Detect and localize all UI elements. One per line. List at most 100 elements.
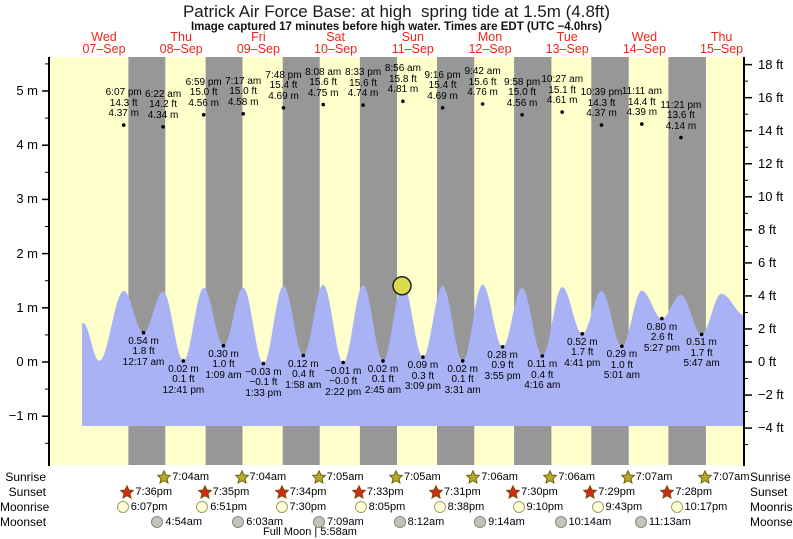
sunrise-event: 7:07am bbox=[620, 470, 672, 484]
low-tide-label: 0.54 m 1.8 ft 12:17 am bbox=[122, 336, 165, 369]
tide-label-line: 6:59 pm bbox=[185, 76, 222, 88]
high-tide-label: 7:17 am 15.0 ft 4.58 m bbox=[225, 76, 261, 109]
tide-extreme-dot bbox=[500, 345, 505, 349]
high-tide-label: 10:39 pm 14.3 ft 4.37 m bbox=[581, 88, 623, 120]
right-axis-tick-label: 6 ft bbox=[758, 254, 777, 270]
sunrise-time: 7:05am bbox=[326, 471, 364, 483]
moonset-event: 6:03am bbox=[231, 515, 283, 529]
tide-label-line: −0.03 m bbox=[245, 366, 282, 378]
row-label-right-sunset: Sunset bbox=[750, 485, 788, 499]
moonset-circle-icon bbox=[474, 516, 487, 528]
tide-label-line: 0.80 m bbox=[646, 321, 678, 333]
moonset-event: 11:13am bbox=[634, 515, 691, 529]
high-tide-label: 6:22 am 14.2 ft 4.34 m bbox=[145, 89, 181, 122]
tide-label-line: 0.29 m bbox=[606, 349, 638, 361]
low-tide-label: 0.02 m 0.1 ft 12:41 pm bbox=[163, 364, 205, 397]
tide-label-line: 14.4 ft bbox=[627, 96, 656, 108]
left-axis-tick-label: 0 m bbox=[16, 354, 38, 369]
day-name: Tue bbox=[556, 30, 578, 44]
tide-extreme-dot bbox=[381, 359, 385, 363]
row-label-left-sunset: Sunset bbox=[8, 485, 46, 499]
tide-label-line: 15.8 ft bbox=[388, 73, 417, 85]
tide-label-line: 4:16 am bbox=[524, 380, 561, 391]
tide-label-line: 0.3 ft bbox=[411, 370, 435, 382]
sunrise-star-icon bbox=[389, 470, 403, 484]
tide-label-line: 0.28 m bbox=[487, 349, 518, 361]
sunset-time: 7:31pm bbox=[444, 486, 481, 498]
tide-extreme-dot bbox=[480, 102, 485, 106]
tide-label-line: 5:01 am bbox=[603, 370, 640, 382]
sunrise-star-icon bbox=[543, 470, 558, 484]
sunset-event: 7:36pm bbox=[120, 485, 172, 499]
tide-label-line: 10:39 pm bbox=[580, 87, 623, 99]
tide-extreme-dot bbox=[679, 135, 683, 140]
tide-label-line: 15.0 ft bbox=[508, 87, 536, 99]
tide-label-line: 10:27 am bbox=[541, 74, 584, 86]
moonset-time: 9:14am bbox=[488, 516, 525, 528]
day-name: Mon bbox=[477, 30, 503, 44]
day-label: Wed 07–Sep bbox=[82, 31, 125, 56]
moonset-event: 7:09am bbox=[312, 515, 364, 529]
tide-extreme-dot bbox=[181, 359, 186, 363]
moonrise-circle-icon bbox=[670, 501, 683, 513]
sunset-event: 7:30pm bbox=[506, 485, 558, 499]
low-tide-label: 0.02 m 0.1 ft 2:45 am bbox=[365, 363, 401, 397]
moonrise-circle-icon bbox=[354, 501, 367, 513]
tide-label-line: 12:17 am bbox=[122, 356, 165, 368]
day-name: Sat bbox=[326, 30, 345, 44]
sunrise-time: 7:06am bbox=[558, 471, 596, 483]
moonset-time: 4:54am bbox=[165, 516, 203, 528]
tide-label-line: 0.51 m bbox=[686, 337, 717, 349]
low-tide-label: −0.01 m −0.0 ft 2:22 pm bbox=[325, 366, 362, 399]
low-tide-label: −0.03 m −0.1 ft 1:33 pm bbox=[245, 366, 282, 400]
tide-extreme-dot bbox=[161, 125, 165, 129]
tide-label-line: 4.69 m bbox=[268, 90, 299, 102]
high-tide-label: 9:16 pm 15.4 ft 4.69 m bbox=[425, 70, 461, 103]
sunset-time: 7:30pm bbox=[521, 486, 558, 498]
tide-label-line: 0.4 ft bbox=[531, 369, 554, 381]
tide-label-line: 3:55 pm bbox=[484, 370, 521, 382]
high-tide-label: 8:08 am 15.6 ft 4.75 m bbox=[305, 67, 341, 100]
day-name: Sun bbox=[401, 30, 424, 44]
sunset-star-icon bbox=[197, 485, 212, 499]
moonset-event: 8:12am bbox=[393, 515, 444, 529]
sunset-star-icon bbox=[660, 485, 675, 499]
tide-extreme-dot bbox=[440, 106, 445, 110]
tide-label-line: 15.1 ft bbox=[548, 84, 577, 96]
right-axis-tick-label: 14 ft bbox=[758, 122, 784, 138]
tide-label-line: 0.1 ft bbox=[371, 374, 395, 386]
sunset-event: 7:28pm bbox=[660, 485, 712, 499]
tide-curve bbox=[82, 283, 745, 426]
moonrise-event: 6:51pm bbox=[195, 500, 247, 514]
moonrise-time: 6:07pm bbox=[130, 501, 168, 513]
moonrise-time: 8:38pm bbox=[447, 501, 485, 513]
tide-label-line: 6:07 pm bbox=[105, 87, 142, 99]
tide-extreme-dot bbox=[560, 110, 564, 114]
sunset-time: 7:35pm bbox=[212, 486, 250, 498]
tide-extreme-dot bbox=[540, 354, 545, 358]
tide-extreme-dot bbox=[460, 359, 465, 363]
tide-label-line: 4.61 m bbox=[546, 95, 578, 107]
tide-label-line: 4.81 m bbox=[387, 84, 419, 96]
right-axis-tick-label: 4 ft bbox=[758, 287, 777, 303]
sunrise-star-icon bbox=[311, 470, 326, 484]
moonrise-event: 6:07pm bbox=[116, 500, 168, 514]
right-axis-tick-label: 8 ft bbox=[758, 221, 777, 237]
tide-extreme-dot bbox=[221, 343, 226, 348]
sunset-time: 7:34pm bbox=[289, 486, 327, 498]
tide-label-line: 4.14 m bbox=[665, 120, 697, 132]
day-label: Sat 10–Sep bbox=[314, 30, 357, 56]
sunset-time: 7:33pm bbox=[366, 486, 404, 498]
moonset-event: 10:14am bbox=[554, 515, 611, 529]
low-tide-label: 0.09 m 0.3 ft 3:09 pm bbox=[405, 361, 441, 393]
sunrise-star-icon bbox=[466, 470, 481, 484]
tide-label-line: 2:22 pm bbox=[325, 386, 362, 398]
tide-label-line: 4.69 m bbox=[427, 90, 458, 102]
sunset-star-icon bbox=[274, 485, 289, 499]
moonrise-circle-icon bbox=[591, 501, 604, 513]
tide-extreme-dot bbox=[421, 355, 425, 359]
tide-label-line: 4.34 m bbox=[147, 109, 179, 121]
right-axis-tick-label: 16 ft bbox=[758, 89, 784, 105]
tide-label-line: 13.6 ft bbox=[666, 110, 695, 122]
tide-label-line: 0.02 m bbox=[367, 363, 399, 375]
